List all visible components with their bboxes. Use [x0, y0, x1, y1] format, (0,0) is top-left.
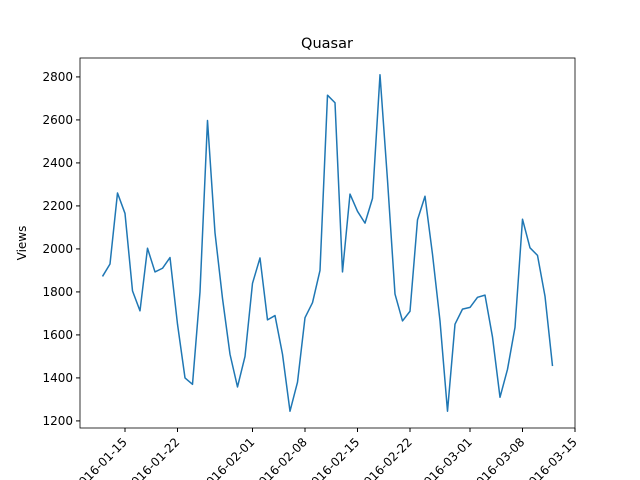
- x-tick-label: 2016-02-08: [251, 435, 310, 480]
- y-tick-label: 1200: [42, 414, 73, 428]
- y-tick-label: 1800: [42, 285, 73, 299]
- x-tick-label: 2016-03-01: [416, 435, 475, 480]
- y-tick-label: 2600: [42, 113, 73, 127]
- y-tick-label: 1600: [42, 328, 73, 342]
- x-tick-label: 2016-02-15: [303, 435, 362, 480]
- y-tick-label: 1400: [42, 371, 73, 385]
- y-axis-label: Views: [15, 226, 29, 261]
- plot-frame: [79, 57, 576, 429]
- y-tick-label: 2200: [42, 199, 73, 213]
- y-tick-label: 2000: [42, 242, 73, 256]
- x-tick-label: 2016-02-01: [198, 435, 257, 480]
- y-tick-label: 2400: [42, 156, 73, 170]
- x-tick-label: 2016-01-22: [123, 435, 182, 480]
- line: [101, 74, 554, 412]
- x-tick-label: 2016-02-22: [356, 435, 415, 480]
- chart-title: Quasar: [301, 36, 353, 52]
- x-tick-label: 2016-01-15: [71, 435, 130, 480]
- x-tick-label: 2016-03-08: [468, 435, 527, 480]
- y-tick-label: 2800: [42, 70, 73, 84]
- x-tick-label: 2016-03-15: [521, 435, 580, 480]
